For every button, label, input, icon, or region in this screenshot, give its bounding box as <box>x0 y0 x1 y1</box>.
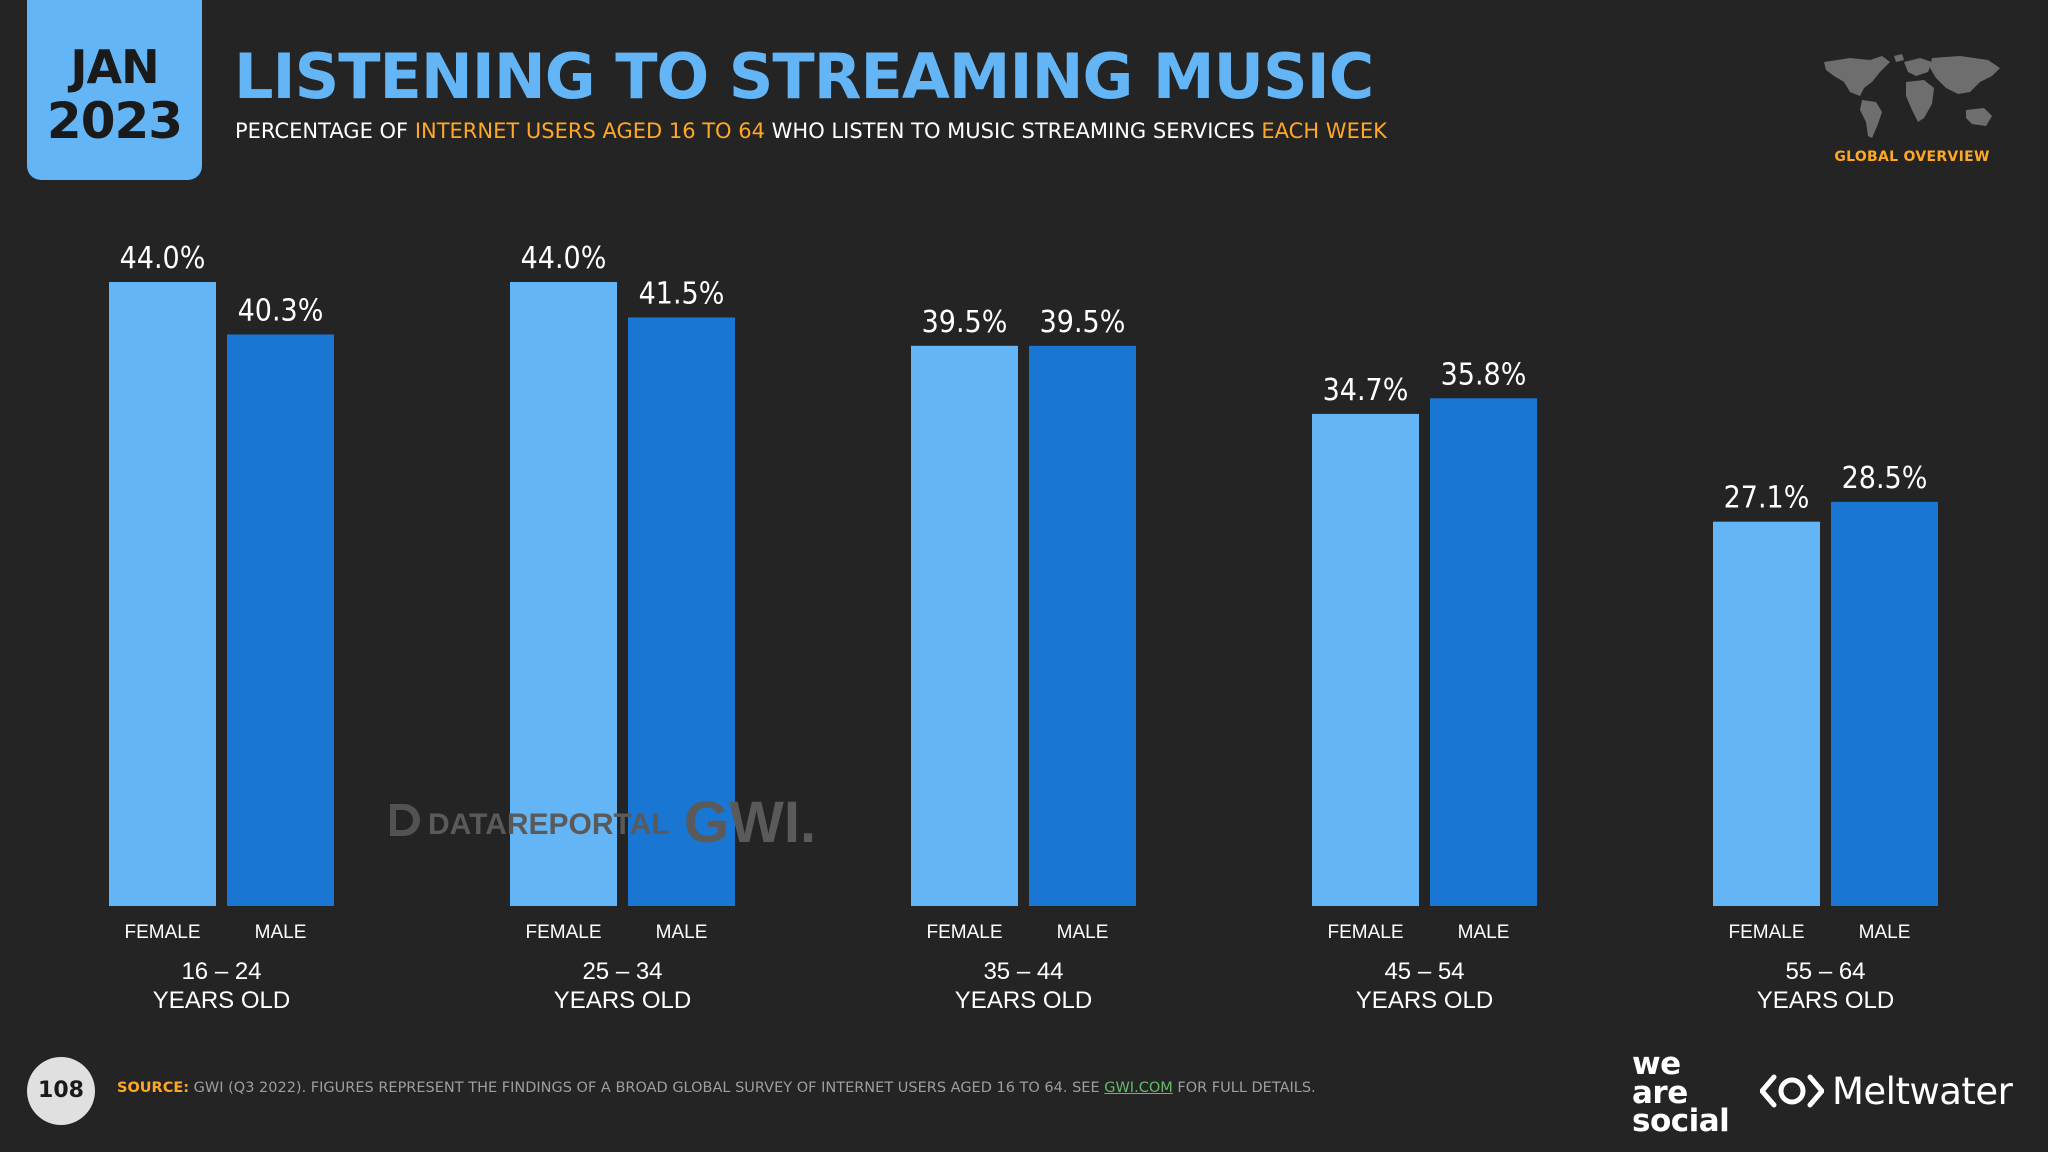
source-label: SOURCE: <box>117 1080 190 1096</box>
data-label-female-5: 27.1% <box>1724 481 1810 516</box>
data-label-male-3: 39.5% <box>1040 305 1126 340</box>
bar-female-3 <box>911 345 1018 906</box>
source-note: SOURCE: GWI (Q3 2022). FIGURES REPRESENT… <box>117 1080 1316 1096</box>
category-sublabel-1: YEARS OLD <box>153 987 290 1014</box>
category-label-4: 45 – 54 <box>1384 958 1464 985</box>
category-label-2: 25 – 34 <box>582 958 662 985</box>
subtitle-highlight-frequency: EACH WEEK <box>1261 119 1387 143</box>
page-subtitle: PERCENTAGE OF INTERNET USERS AGED 16 TO … <box>235 119 1387 143</box>
series-label-female-2: FEMALE <box>525 922 601 943</box>
bar-male-1 <box>227 334 334 906</box>
category-label-5: 55 – 64 <box>1785 958 1865 985</box>
category-label-1: 16 – 24 <box>181 958 261 985</box>
world-map-icon <box>1820 52 2004 144</box>
bar-female-4 <box>1312 413 1419 906</box>
bar-male-4 <box>1430 398 1537 906</box>
series-label-male-3: MALE <box>1057 922 1109 943</box>
data-label-male-1: 40.3% <box>238 293 324 328</box>
date-month: JAN <box>70 40 159 94</box>
source-tail: FOR FULL DETAILS. <box>1172 1080 1316 1096</box>
subtitle-highlight-audience: INTERNET USERS AGED 16 TO 64 <box>414 119 765 143</box>
data-label-male-5: 28.5% <box>1842 461 1928 496</box>
bar-female-1 <box>109 282 216 906</box>
bar-female-5 <box>1713 521 1820 906</box>
page-number: 108 <box>27 1057 95 1125</box>
subtitle-part-1: PERCENTAGE OF <box>235 119 415 143</box>
data-label-female-2: 44.0% <box>521 241 607 276</box>
watermark: DATAREPORTAL GWI. <box>384 790 864 855</box>
data-label-male-4: 35.8% <box>1441 357 1527 392</box>
series-label-female-4: FEMALE <box>1327 922 1403 943</box>
source-link[interactable]: GWI.COM <box>1104 1080 1173 1096</box>
series-label-male-4: MALE <box>1458 922 1510 943</box>
meltwater-logo: Meltwater <box>1760 1067 2013 1115</box>
data-label-female-4: 34.7% <box>1323 373 1409 408</box>
meltwater-wordmark: Meltwater <box>1832 1069 2013 1113</box>
watermark-brand-1: DATAREPORTAL <box>428 808 670 841</box>
date-year: 2023 <box>46 92 183 150</box>
date-badge: JAN 2023 <box>27 0 202 180</box>
data-label-female-1: 44.0% <box>120 241 206 276</box>
series-label-female-3: FEMALE <box>926 922 1002 943</box>
series-label-female-1: FEMALE <box>124 922 200 943</box>
meltwater-mark-icon <box>1760 1074 1824 1108</box>
source-text: GWI (Q3 2022). FIGURES REPRESENT THE FIN… <box>189 1080 1105 1096</box>
category-sublabel-4: YEARS OLD <box>1356 987 1493 1014</box>
bar-male-5 <box>1831 501 1938 906</box>
subtitle-part-3: WHO LISTEN TO MUSIC STREAMING SERVICES <box>764 119 1262 143</box>
bar-male-2 <box>628 317 735 906</box>
series-label-male-1: MALE <box>255 922 307 943</box>
category-sublabel-2: YEARS OLD <box>554 987 691 1014</box>
category-sublabel-5: YEARS OLD <box>1757 987 1894 1014</box>
region-label: GLOBAL OVERVIEW <box>1834 149 1990 165</box>
series-label-female-5: FEMALE <box>1728 922 1804 943</box>
bar-female-2 <box>510 282 617 906</box>
bar-male-3 <box>1029 345 1136 906</box>
category-label-3: 35 – 44 <box>983 958 1063 985</box>
we-are-social-logo: we are social <box>1632 1046 1730 1140</box>
data-label-male-2: 41.5% <box>639 276 725 311</box>
series-label-male-5: MALE <box>1859 922 1911 943</box>
series-label-male-2: MALE <box>656 922 708 943</box>
data-label-female-3: 39.5% <box>922 305 1008 340</box>
category-sublabel-3: YEARS OLD <box>955 987 1092 1014</box>
page-title: LISTENING TO STREAMING MUSIC <box>234 40 1374 113</box>
watermark-brand-2: GWI. <box>684 790 816 850</box>
